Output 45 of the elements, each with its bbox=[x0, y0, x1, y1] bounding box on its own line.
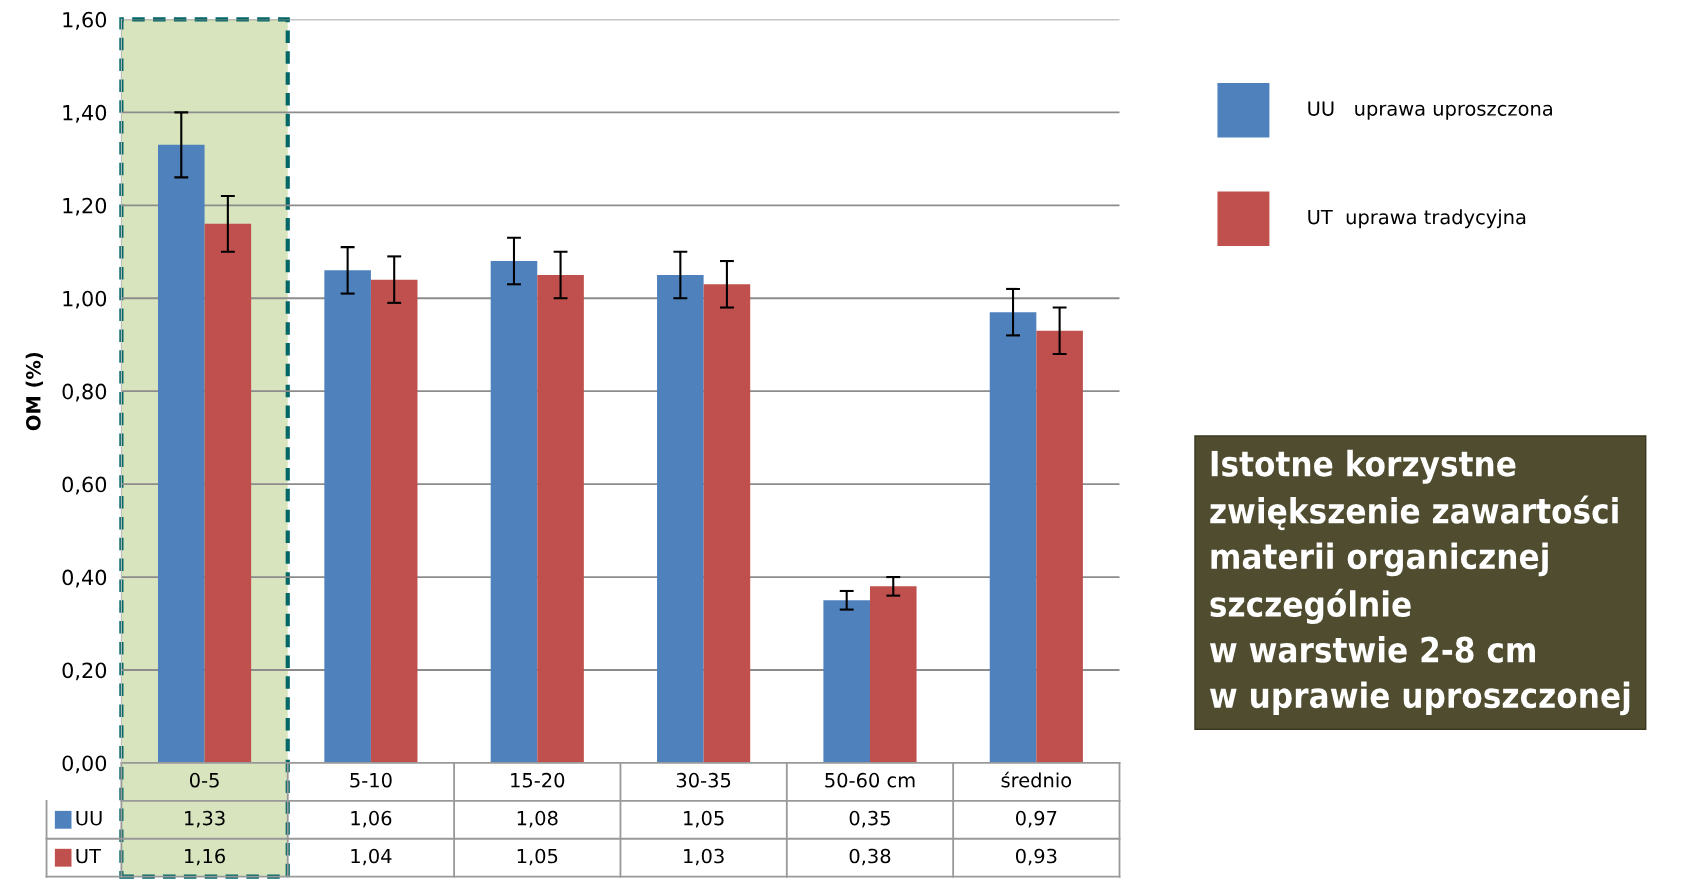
data-label: 0,97 bbox=[1015, 810, 1057, 828]
y-tick-label: 1,00 bbox=[63, 290, 107, 309]
data-label: 1,03 bbox=[684, 848, 724, 866]
y-axis-title: OM (%) bbox=[25, 352, 43, 431]
x-tick-label: 50-60 cm bbox=[825, 772, 915, 788]
data-label: 1,06 bbox=[351, 810, 392, 828]
data-label: 0,93 bbox=[1015, 848, 1057, 866]
x-tick-label: 15-20 bbox=[511, 772, 565, 788]
x-tick-label: 5-10 bbox=[350, 772, 392, 788]
data-label: 0,35 bbox=[849, 810, 890, 828]
text: UT uprawa tradycyjna bbox=[1308, 209, 1526, 229]
y-tick-label: 0,80 bbox=[62, 383, 107, 402]
y-tick-label: 0,20 bbox=[62, 662, 107, 681]
data-label: 1,16 bbox=[185, 848, 225, 866]
legend-label: UU bbox=[76, 811, 102, 826]
y-tick-label: 0,60 bbox=[62, 476, 107, 495]
data-label: 1,05 bbox=[684, 810, 724, 828]
bar bbox=[703, 284, 751, 763]
bar bbox=[157, 144, 205, 763]
legend-label: UT bbox=[76, 848, 101, 864]
bar bbox=[869, 586, 917, 763]
bar bbox=[324, 270, 371, 763]
bar bbox=[823, 600, 870, 763]
data-label: 1,04 bbox=[351, 848, 392, 866]
data-label: 1,33 bbox=[185, 810, 225, 828]
y-tick-label: 1,20 bbox=[63, 197, 107, 216]
text: UU uprawa uproszczona bbox=[1308, 101, 1552, 120]
bar bbox=[490, 261, 538, 763]
x-tick-label: średnio bbox=[1001, 771, 1072, 788]
data-label: 0,38 bbox=[849, 848, 891, 866]
text: Istotne korzystne zwiększenie zawartości materii organicznej szczególnie w warstwie 2-8 cm w uprawie uproszczonej bbox=[1209, 449, 1630, 716]
y-tick-label: 1,60 bbox=[63, 11, 107, 30]
y-tick-label: 0,00 bbox=[62, 755, 107, 774]
x-tick-label: 30-35 bbox=[676, 772, 731, 788]
bar bbox=[537, 274, 584, 763]
x-tick-label: 0-5 bbox=[189, 772, 219, 788]
bar bbox=[989, 312, 1037, 763]
bar bbox=[370, 279, 418, 763]
y-tick-label: 1,40 bbox=[63, 104, 107, 123]
y-tick-label: 0,40 bbox=[62, 569, 107, 588]
bar bbox=[1036, 330, 1083, 763]
bar bbox=[657, 274, 704, 763]
data-label: 1,08 bbox=[517, 810, 558, 828]
bar bbox=[204, 223, 252, 763]
data-label: 1,05 bbox=[517, 848, 558, 866]
